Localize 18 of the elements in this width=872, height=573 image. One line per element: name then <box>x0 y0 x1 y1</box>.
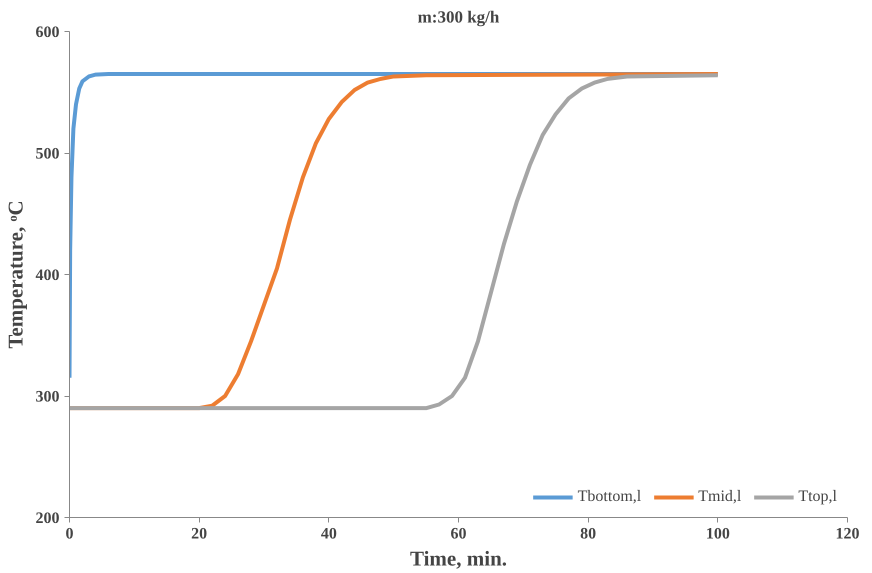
x-tick-label: 20 <box>191 526 208 542</box>
y-tick-label: 500 <box>36 146 60 162</box>
x-tick-label: 60 <box>450 526 466 542</box>
legend-label: Tbottom,l <box>578 488 642 506</box>
legend-label: Tmid,l <box>698 488 742 506</box>
x-tick-label: 40 <box>320 526 337 542</box>
x-tick-label: 80 <box>580 526 596 542</box>
x-tick-label: 0 <box>66 526 74 542</box>
y-axis-title: Temperature, ᵒC <box>4 200 28 349</box>
y-tick-label: 300 <box>36 388 60 406</box>
x-axis-title: Time, min. <box>410 546 508 570</box>
y-tick-label: 200 <box>36 510 60 527</box>
x-tick-label: 100 <box>706 526 730 542</box>
x-tick-label: 120 <box>836 526 860 542</box>
y-tick-label: 400 <box>36 267 60 284</box>
y-tick-label: 600 <box>36 24 60 41</box>
chart-title: m:300 kg/h <box>418 8 500 26</box>
legend-label: Ttop,l <box>798 488 837 506</box>
